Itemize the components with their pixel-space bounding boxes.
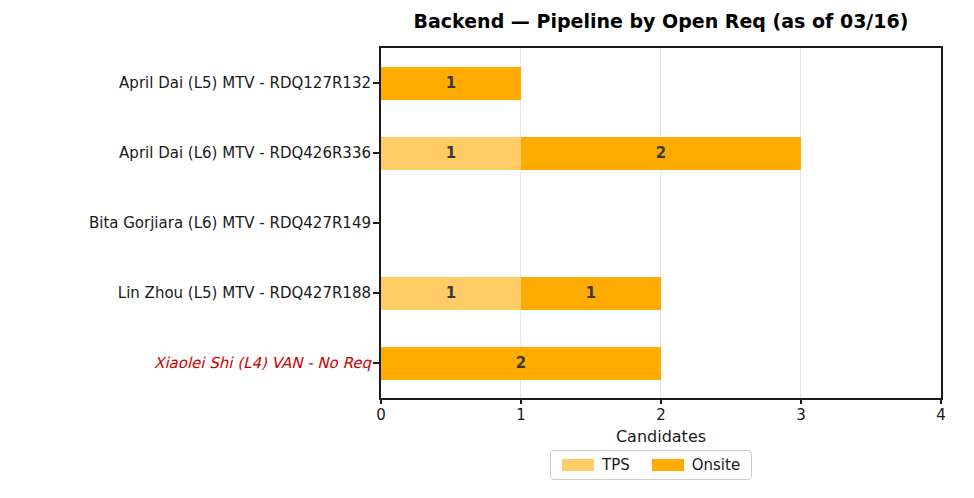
y-tick-3 [373,292,379,294]
legend-item-tps: TPS [562,456,630,474]
x-tick-label-0: 0 [361,406,401,424]
gridline-1 [520,48,521,398]
bar-segment-onsite: 1 [381,67,521,100]
bar-value-label: 2 [656,144,666,162]
category-label-4-flagged: Xiaolei Shi (L4) VAN - No Req [0,353,371,373]
y-tick-0 [373,82,379,84]
bar-value-label: 1 [446,144,456,162]
bar-segment-tps: 1 [381,137,521,170]
x-tick-2 [660,398,662,404]
x-tick-label-3: 3 [781,406,821,424]
category-label-1: April Dai (L6) MTV - RDQ426R336 [0,143,371,163]
x-tick-3 [800,398,802,404]
bar-segment-tps: 1 [381,277,521,310]
y-tick-4 [373,362,379,364]
onsite-swatch-icon [652,459,684,471]
x-tick-0 [380,398,382,404]
bar-segment-onsite: 2 [521,137,801,170]
bar-value-label: 1 [446,284,456,302]
bar-value-label: 1 [586,284,596,302]
bar-segment-onsite: 2 [381,347,661,380]
x-tick-4 [940,398,942,404]
bar-segment-onsite: 1 [521,277,661,310]
legend-label-onsite: Onsite [692,456,740,474]
x-tick-label-1: 1 [501,406,541,424]
tps-swatch-icon [562,459,594,471]
legend-label-tps: TPS [602,456,630,474]
x-tick-label-2: 2 [641,406,681,424]
gridline-2 [660,48,661,398]
legend: TPS Onsite [550,450,752,480]
x-tick-1 [520,398,522,404]
y-tick-1 [373,152,379,154]
chart-figure: Backend — Pipeline by Open Req (as of 03… [0,0,974,498]
y-tick-2 [373,222,379,224]
x-tick-label-4: 4 [921,406,961,424]
bar-value-label: 1 [446,74,456,92]
category-label-0: April Dai (L5) MTV - RDQ127R132 [0,73,371,93]
gridline-3 [800,48,801,398]
bar-value-label: 2 [516,354,526,372]
category-label-2: Bita Gorjiara (L6) MTV - RDQ427R149 [0,213,371,233]
chart-title: Backend — Pipeline by Open Req (as of 03… [349,10,973,32]
plot-area: 1 1 2 1 1 2 [379,46,943,400]
legend-item-onsite: Onsite [652,456,740,474]
x-axis-label: Candidates [349,427,973,446]
category-label-3: Lin Zhou (L5) MTV - RDQ427R188 [0,283,371,303]
